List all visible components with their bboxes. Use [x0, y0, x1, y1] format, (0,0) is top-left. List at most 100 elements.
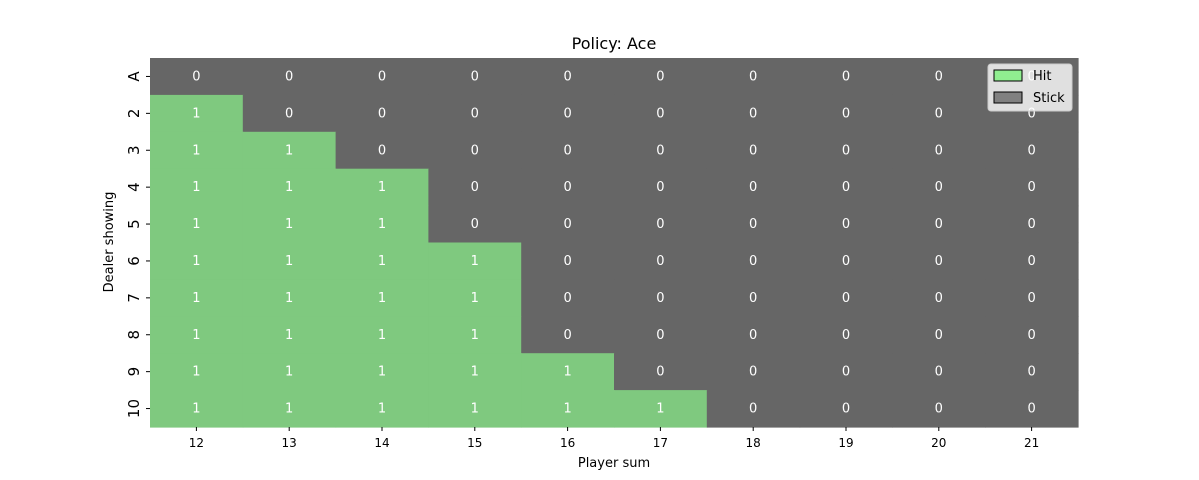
heatmap-cell: [335, 279, 429, 317]
cell-value-label: 0: [285, 106, 293, 121]
legend-swatch: [993, 69, 1023, 82]
cell-value-label: 1: [378, 328, 386, 343]
heatmap-cell: [706, 353, 801, 391]
heatmap-cell: [892, 390, 986, 428]
cell-value-label: 0: [656, 328, 664, 343]
cell-value-label: 1: [563, 365, 571, 380]
cell-value-label: 0: [656, 254, 664, 269]
cell-value-label: 0: [1027, 365, 1035, 380]
cell-value-label: 0: [1027, 180, 1035, 195]
cell-value-label: 0: [471, 106, 479, 121]
heatmap-cell: [614, 131, 708, 170]
y-tick-label: 9: [125, 367, 143, 377]
heatmap-cell: [521, 353, 615, 391]
chart-title: Policy: Ace: [572, 34, 657, 53]
cell-value-label: 1: [471, 291, 479, 306]
cell-value-label: 1: [285, 328, 293, 343]
cell-value-label: 0: [563, 254, 571, 269]
heatmap-cell: [614, 242, 708, 280]
heatmap-cell: [521, 131, 615, 170]
cell-value-label: 0: [1027, 143, 1035, 158]
cell-value-label: 0: [192, 69, 200, 84]
heatmap-cell: [335, 94, 429, 133]
cell-value-label: 0: [471, 180, 479, 195]
heatmap-cell: [799, 205, 893, 244]
heatmap-cell: [242, 131, 337, 170]
heatmap-cell: [706, 131, 801, 170]
legend-swatch: [993, 91, 1023, 104]
cell-value-label: 0: [842, 69, 850, 84]
x-tick-label: 13: [282, 436, 297, 450]
heatmap-cell: [335, 131, 429, 170]
cell-value-label: 0: [563, 217, 571, 232]
heatmap-cell: [614, 205, 708, 244]
heatmap-cell: [799, 168, 893, 207]
heatmap-cell: [242, 242, 337, 280]
cell-value-label: 1: [378, 402, 386, 417]
heatmap-cell: [521, 58, 615, 96]
heatmap-cell: [521, 168, 615, 207]
heatmap-cell: [799, 94, 893, 133]
heatmap-cell: [428, 353, 522, 391]
y-tick-label: A: [125, 71, 143, 82]
cell-value-label: 0: [749, 69, 757, 84]
x-tick-label: 16: [560, 436, 575, 450]
cell-value-label: 1: [285, 402, 293, 417]
cell-value-label: 1: [285, 180, 293, 195]
heatmap-cell: [335, 168, 429, 207]
heatmap-cell: [242, 94, 337, 133]
y-tick-label: 3: [125, 145, 143, 155]
cell-value-label: 1: [378, 365, 386, 380]
x-tick-label: 20: [931, 436, 946, 450]
heatmap-cell: [335, 390, 429, 428]
cell-value-label: 1: [192, 217, 200, 232]
heatmap-cell: [150, 131, 244, 170]
heatmap-cell: [799, 242, 893, 280]
cell-value-label: 0: [842, 254, 850, 269]
cell-value-label: 0: [842, 217, 850, 232]
heatmap-cell: [150, 279, 244, 317]
heatmap-cell: [335, 58, 429, 96]
cell-value-label: 0: [749, 291, 757, 306]
heatmap-cell: [428, 316, 522, 354]
heatmap-cell: [706, 390, 801, 428]
heatmap-cell: [892, 131, 986, 170]
cell-value-label: 0: [749, 365, 757, 380]
y-tick-label: 5: [125, 219, 143, 229]
x-tick-label: 18: [746, 436, 761, 450]
cell-value-label: 0: [471, 69, 479, 84]
heatmap-cell: [150, 390, 244, 428]
heatmap-cell: [706, 205, 801, 244]
cell-value-label: 0: [378, 106, 386, 121]
cell-value-label: 0: [1027, 328, 1035, 343]
cell-value-label: 1: [192, 291, 200, 306]
heatmap-cell: [521, 316, 615, 354]
cell-value-label: 0: [563, 106, 571, 121]
heatmap-cell: [985, 390, 1079, 428]
cell-value-label: 0: [1027, 106, 1035, 121]
cell-value-label: 0: [842, 106, 850, 121]
x-tick-label: 14: [374, 436, 389, 450]
legend-label: Stick: [1033, 91, 1065, 106]
cell-value-label: 1: [378, 291, 386, 306]
heatmap-cell: [614, 168, 708, 207]
cell-value-label: 0: [842, 180, 850, 195]
cell-value-label: 0: [935, 254, 943, 269]
cell-value-label: 1: [378, 180, 386, 195]
cell-value-label: 0: [1027, 217, 1035, 232]
heatmap-cell: [335, 353, 429, 391]
cell-annotations: 0 0 0 0 0 0 0 0 0 0 1 0 0 0 0 0 0 0 0 0 1 1 0 0 0 0 0 0 0 0 1 1 1 0 0 0 0 0 0 0…: [192, 69, 1035, 416]
cell-value-label: 1: [192, 143, 200, 158]
cell-value-label: 0: [749, 106, 757, 121]
x-axis-ticks: 12 13 14 15 16 17 18 19 20 21: [189, 427, 1039, 450]
heatmap-cell: [521, 242, 615, 280]
heatmap-cell: [799, 279, 893, 317]
heatmap-cell: [799, 353, 893, 391]
cell-value-label: 0: [656, 143, 664, 158]
cell-value-label: 0: [563, 291, 571, 306]
cell-value-label: 1: [285, 365, 293, 380]
cell-value-label: 0: [749, 402, 757, 417]
cell-value-label: 1: [471, 365, 479, 380]
heatmap-cell: [985, 316, 1079, 354]
heatmap-cell: [150, 168, 244, 207]
